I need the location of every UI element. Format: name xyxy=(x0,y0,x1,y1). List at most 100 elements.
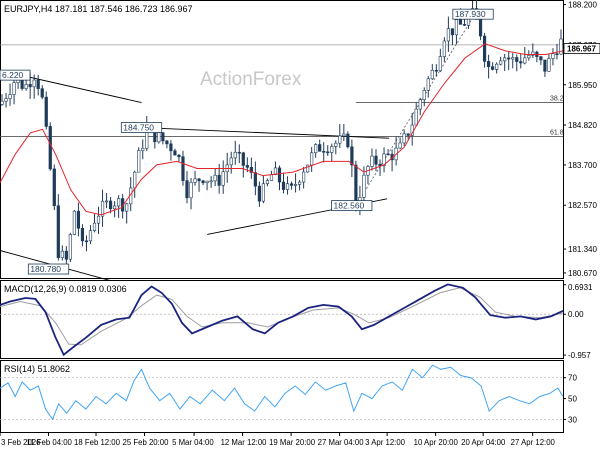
candle-body xyxy=(350,146,354,166)
candle-body xyxy=(96,215,101,224)
candle-body xyxy=(430,69,434,80)
candle-body xyxy=(213,174,217,182)
y-tick-label: 30 xyxy=(568,415,577,424)
y-tick-label: -0.957 xyxy=(568,351,591,360)
candle-body xyxy=(253,172,257,187)
macd-panel-title: MACD(12,26,9) 0.0819 0.0306 xyxy=(4,284,127,294)
candle-body xyxy=(297,181,302,185)
y-tick-label: 50 xyxy=(568,395,577,404)
y-tick-label: 185.950 xyxy=(568,81,597,90)
x-tick-label: 27 Mar 04:00 xyxy=(318,438,365,447)
macd-line xyxy=(0,283,564,357)
candle-body xyxy=(173,150,177,156)
candle-body xyxy=(378,163,382,167)
candle-body xyxy=(80,227,85,242)
candle-body xyxy=(36,79,40,89)
candle-body xyxy=(499,60,503,65)
candle-body xyxy=(229,157,233,166)
candle-body xyxy=(141,147,145,151)
price-annotation-box xyxy=(120,122,163,133)
candle-body xyxy=(442,40,446,57)
candle-body xyxy=(382,153,386,167)
rsi-panel-title: RSI(14) 51.8062 xyxy=(4,364,70,374)
candle-body xyxy=(438,56,442,72)
price-annotations: 6.220 180.780 184.750 182.560 187.930 xyxy=(0,8,494,275)
price-annotation: 184.750 xyxy=(123,123,154,133)
fib-level-label: 61.8 xyxy=(550,129,564,136)
candle-body xyxy=(342,133,346,137)
rsi-lines xyxy=(0,364,564,421)
candle-body xyxy=(237,151,241,154)
candle-body xyxy=(241,152,245,166)
candle-body xyxy=(478,19,483,37)
candle-body xyxy=(310,152,314,166)
candle-body xyxy=(370,155,374,167)
candle-body xyxy=(374,155,378,165)
candle-body xyxy=(189,181,193,199)
candle-body xyxy=(197,178,201,182)
y-tick-label: 188.200 xyxy=(568,1,597,10)
candle-body xyxy=(338,135,342,144)
y-tick-label: 181.340 xyxy=(568,245,597,254)
candle-body xyxy=(406,133,410,136)
candle-body xyxy=(487,61,491,67)
candle-body xyxy=(426,78,430,91)
candle-body xyxy=(113,205,117,210)
candle-body xyxy=(269,174,274,181)
candle-body xyxy=(289,183,294,186)
candle-body xyxy=(418,99,422,110)
candle-body xyxy=(68,234,72,260)
candle-body xyxy=(543,59,547,72)
x-tick-label: 12 Mar 12:00 xyxy=(221,438,268,447)
candle-body xyxy=(446,28,450,42)
x-tick-label: 27 Apr 12:00 xyxy=(511,438,556,447)
candle-body xyxy=(503,57,507,62)
candle-body xyxy=(434,69,438,72)
x-tick-label: 11 Feb 04:00 xyxy=(27,438,73,447)
candle-body xyxy=(48,126,52,170)
candle-body xyxy=(346,133,350,148)
last-price-label: 186.967 xyxy=(567,45,596,54)
candle-body xyxy=(157,132,161,143)
x-tick-label: 18 Feb 12:00 xyxy=(74,438,121,447)
candle-body xyxy=(117,198,121,207)
candle-body xyxy=(233,151,237,159)
candle-body xyxy=(32,79,36,88)
candle-body xyxy=(277,167,282,183)
y-tick-label: 182.570 xyxy=(568,201,597,210)
rsi-panel-frame xyxy=(0,360,564,433)
candle-body xyxy=(193,178,197,183)
candle-body xyxy=(511,57,515,60)
candle-body xyxy=(56,205,60,258)
price-candles xyxy=(0,0,563,269)
y-tick-label: 184.820 xyxy=(568,121,597,130)
candle-body xyxy=(181,156,185,181)
price-annotation-box xyxy=(452,8,494,20)
price-panel: EURJPY,H4 187.181 187.546 186.723 186.96… xyxy=(0,0,600,282)
candle-body xyxy=(4,98,8,102)
candle-body xyxy=(137,150,141,173)
candle-body xyxy=(161,132,165,142)
macd-panel: MACD(12,26,9) 0.0819 0.0306 0.6931 0.00 -0… xyxy=(0,280,593,360)
candle-body xyxy=(306,164,310,173)
y-tick-label: 70 xyxy=(568,374,577,383)
x-tick-label: 3 Apr 12:00 xyxy=(365,438,406,447)
candle-body xyxy=(285,183,290,190)
candle-body xyxy=(462,24,467,26)
x-tick-label: 3 Feb 2026 xyxy=(1,438,40,447)
candle-body xyxy=(169,143,173,152)
y-tick-label: 180.670 xyxy=(568,269,597,278)
candle-body xyxy=(265,180,270,185)
candle-body xyxy=(100,200,105,217)
rsi-line xyxy=(0,364,564,421)
candle-body xyxy=(482,35,487,62)
candle-body xyxy=(177,154,181,158)
candle-body xyxy=(293,184,298,186)
candle-body xyxy=(414,108,418,126)
price-annotation-box xyxy=(331,200,373,211)
candle-body xyxy=(24,84,28,89)
candle-body xyxy=(539,56,543,61)
x-tick-label: 20 Apr 04:00 xyxy=(461,438,506,447)
candle-body xyxy=(330,146,334,153)
